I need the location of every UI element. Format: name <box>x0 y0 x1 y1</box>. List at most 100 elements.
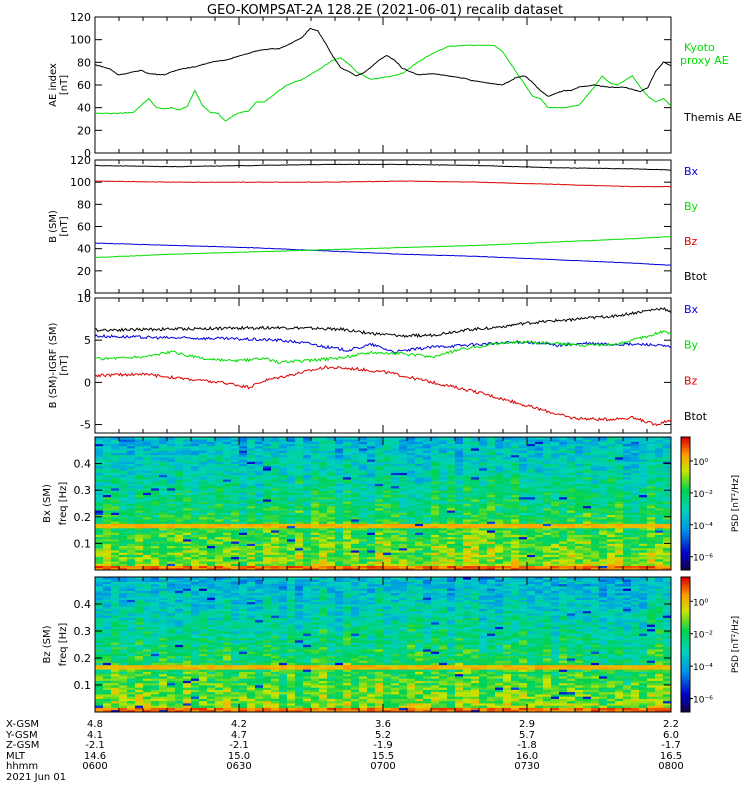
spectrogram-cell <box>143 492 152 496</box>
spectrogram-cell <box>495 538 504 542</box>
spectrogram-cell <box>207 507 216 511</box>
spectrogram-cell <box>471 496 480 500</box>
spectrogram-cell <box>151 441 160 445</box>
spectrogram-cell <box>415 454 424 458</box>
spectrogram-cell <box>527 552 536 555</box>
spectrogram-cell <box>567 543 576 547</box>
spectrogram-cell <box>479 523 488 527</box>
spectrogram-cell <box>143 468 152 471</box>
spectrogram-cell <box>639 463 648 467</box>
spectrogram-cell <box>111 437 120 440</box>
spectrogram-cell <box>207 512 216 515</box>
spectrogram-cell <box>623 554 632 558</box>
spectrogram-cell <box>191 490 200 493</box>
spectrogram-cell <box>599 538 608 542</box>
spectrogram-cell <box>215 445 224 449</box>
spectrogram-cell <box>183 552 192 555</box>
spectrogram-cell <box>599 496 608 500</box>
spectrogram-cell <box>431 476 440 480</box>
spectrogram-cell <box>583 541 592 544</box>
spectrogram-cell <box>335 532 344 535</box>
spectrogram-cell <box>399 523 408 527</box>
spectrogram-cell <box>399 530 408 533</box>
spectrogram-cell <box>447 443 456 447</box>
spectrogram-cell <box>191 556 200 560</box>
spectrogram-cell <box>143 503 152 507</box>
spectrogram-cell <box>199 521 208 524</box>
spectrogram-cell <box>215 510 224 513</box>
spectrogram-cell <box>431 496 440 500</box>
spectrogram-cell <box>167 705 176 708</box>
spectrogram-cell <box>455 565 464 569</box>
spectrogram-cell <box>111 487 120 491</box>
spectrogram-cell <box>447 707 456 711</box>
colorbar-cell <box>681 454 690 458</box>
spectrogram-cell <box>279 439 288 442</box>
spectrogram-cell <box>207 516 216 520</box>
spectrogram-cell <box>407 461 416 464</box>
spectrogram-cell <box>239 525 248 529</box>
spectrogram-cell <box>479 507 488 511</box>
spectrogram-cell <box>311 459 320 462</box>
spectrogram-cell <box>303 468 312 471</box>
spectrogram-cell <box>575 530 584 533</box>
spectrogram-cell <box>207 454 216 458</box>
spectrogram-cell <box>415 461 424 464</box>
spectrogram-cell <box>199 709 208 713</box>
spectrogram-cell <box>207 530 216 533</box>
spectrogram-cell <box>439 465 448 469</box>
spectrogram-cell <box>631 483 640 487</box>
spectrogram-cell <box>455 707 464 711</box>
spectrogram-cell <box>183 536 192 540</box>
spectrogram-cell <box>519 492 528 496</box>
spectrogram-cell <box>335 487 344 491</box>
spectrogram-cell <box>615 541 624 544</box>
spectrogram-cell <box>279 437 288 440</box>
spectrogram-cell <box>383 474 392 478</box>
spectrogram-cell <box>503 452 512 456</box>
spectrogram-cell <box>567 496 576 500</box>
spectrogram-cell <box>119 516 128 520</box>
spectrogram-cell <box>327 450 336 453</box>
spectrogram-cell <box>263 534 272 538</box>
spectrogram-cell <box>367 514 376 518</box>
spectrogram-cell <box>567 443 576 447</box>
spectrogram-cell <box>255 565 264 569</box>
spectrogram-cell <box>95 450 104 453</box>
spectrogram-cell <box>407 534 416 538</box>
spectrogram-cell <box>135 452 144 456</box>
spectrogram-cell <box>447 494 456 498</box>
spectrogram-cell <box>455 567 464 571</box>
colorbar-cell <box>681 567 690 571</box>
spectrogram-cell <box>599 470 608 473</box>
spectrogram-cell <box>503 474 512 478</box>
spectrogram-cell <box>311 465 320 469</box>
spectrogram-cell <box>631 532 640 535</box>
spectrogram-cell <box>647 481 656 484</box>
spectrogram-cell <box>407 552 416 555</box>
spectrogram-cell <box>311 468 320 471</box>
spectrogram-cell <box>327 514 336 518</box>
spectrogram-cell <box>263 519 272 522</box>
spectrogram-cell <box>519 450 528 453</box>
spectrogram-cell <box>263 461 272 464</box>
spectrogram-cell <box>631 441 640 445</box>
spectrogram-cell <box>663 468 672 471</box>
spectrogram-cell <box>447 556 456 560</box>
spectrogram-cell <box>151 527 160 531</box>
spectrogram-cell <box>167 461 176 464</box>
spectrogram-cell <box>279 470 288 473</box>
spectrogram-cell <box>383 552 392 555</box>
spectrogram-cell <box>183 463 192 467</box>
spectrogram-cell <box>583 485 592 489</box>
spectrogram-cell <box>423 456 432 460</box>
spectrogram-cell <box>559 448 568 451</box>
spectrogram-cell <box>159 465 168 469</box>
spectrogram-cell <box>407 536 416 540</box>
spectrogram-cell <box>143 448 152 451</box>
spectrogram-cell <box>303 543 312 547</box>
spectrogram-cell <box>199 703 208 706</box>
spectrogram-cell <box>215 499 224 502</box>
spectrogram-cell <box>343 443 352 447</box>
